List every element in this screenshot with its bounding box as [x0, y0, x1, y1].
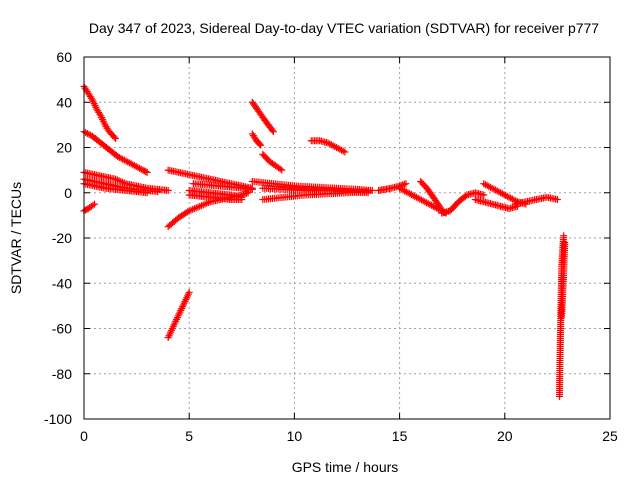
- data-point: [436, 204, 444, 212]
- x-axis-label: GPS time / hours: [292, 459, 399, 475]
- data-point: [436, 202, 444, 210]
- data-point: [256, 140, 264, 148]
- data-point: [112, 134, 120, 142]
- chart-title: Day 347 of 2023, Sidereal Day-to-day VTE…: [89, 20, 599, 36]
- data-point: [164, 186, 172, 194]
- data-point: [244, 189, 252, 197]
- x-tick-label: 5: [185, 428, 193, 444]
- y-tick-label: -100: [44, 411, 72, 427]
- data-point: [143, 189, 151, 197]
- data-point: [553, 196, 561, 204]
- data-point: [561, 239, 569, 247]
- x-tick-label: 0: [80, 428, 88, 444]
- x-tick-label: 10: [287, 428, 303, 444]
- data-point: [268, 126, 276, 134]
- data-point: [560, 232, 568, 240]
- x-tick-label: 25: [602, 428, 618, 444]
- data-point: [276, 165, 284, 173]
- data-point: [184, 208, 192, 216]
- data-point: [269, 128, 277, 136]
- y-tick-label: 40: [56, 94, 72, 110]
- data-layer: [80, 82, 569, 400]
- data-point: [278, 166, 286, 174]
- data-point: [154, 188, 162, 196]
- y-tick-label: -40: [52, 275, 72, 291]
- data-point: [341, 148, 349, 156]
- y-tick-label: -80: [52, 366, 72, 382]
- y-axis-label: SDTVAR / TECUs: [8, 182, 24, 294]
- data-point: [402, 180, 410, 188]
- data-point: [480, 191, 488, 199]
- data-point: [143, 168, 151, 176]
- data-point: [142, 168, 150, 176]
- y-tick-label: 20: [56, 140, 72, 156]
- grid: [84, 57, 610, 419]
- axis-ticks: 0 5 10 15 20 25 -100 -80 -60 -40 -20 0 20 40 60: [44, 49, 618, 444]
- data-point: [462, 192, 470, 200]
- data-point: [91, 200, 99, 208]
- data-point: [89, 201, 97, 209]
- data-point: [185, 288, 193, 296]
- data-point: [110, 133, 118, 141]
- x-tick-label: 15: [392, 428, 408, 444]
- data-point: [137, 165, 145, 173]
- y-tick-label: -20: [52, 230, 72, 246]
- data-point: [248, 185, 256, 193]
- data-point: [87, 94, 95, 102]
- y-tick-label: 60: [56, 49, 72, 65]
- x-tick-label: 20: [497, 428, 513, 444]
- data-point: [339, 147, 347, 155]
- data-point: [238, 196, 246, 204]
- data-point: [96, 110, 104, 118]
- data-point: [257, 141, 265, 149]
- y-tick-label: -60: [52, 321, 72, 337]
- data-point: [368, 186, 376, 194]
- y-tick-label: 0: [64, 185, 72, 201]
- data-point: [364, 188, 372, 196]
